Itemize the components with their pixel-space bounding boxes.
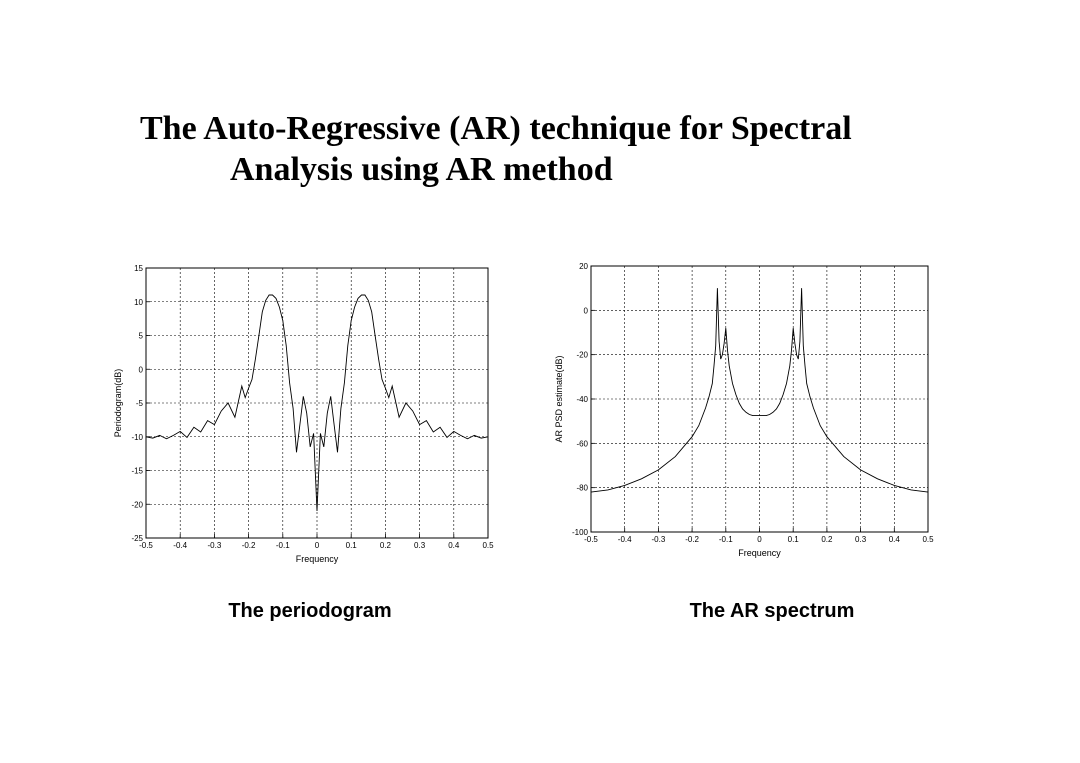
caption-ar-spectrum: The AR spectrum xyxy=(689,600,855,622)
periodogram-xlabel: Frequency xyxy=(296,554,339,564)
periodogram-xtick-label: -0.1 xyxy=(276,541,290,550)
periodogram-series-line xyxy=(145,294,489,512)
ar-spectrum-ytick-label: -60 xyxy=(576,439,588,448)
periodogram-xtick-label: 0.3 xyxy=(414,541,426,550)
periodogram-ytick-label: 15 xyxy=(134,264,143,273)
periodogram-xtick-label: -0.3 xyxy=(208,541,222,550)
ar-spectrum-ytick-label: -40 xyxy=(576,395,588,404)
periodogram-ytick-label: 5 xyxy=(139,332,144,341)
ar-spectrum-xtick-label: -0.3 xyxy=(652,535,666,544)
periodogram-xtick-label: 0.1 xyxy=(346,541,358,550)
ar-spectrum-xtick-label: 0.5 xyxy=(922,535,934,544)
title-line-2: Analysis using AR method xyxy=(230,151,613,188)
ar-spectrum-xtick-label: 0.2 xyxy=(821,535,833,544)
periodogram-ytick-label: 10 xyxy=(134,298,143,307)
periodogram-ytick-label: -15 xyxy=(131,467,143,476)
periodogram-xtick-label: 0 xyxy=(315,541,320,550)
periodogram-ytick-label: -20 xyxy=(131,500,143,509)
ar-spectrum-xtick-label: 0.1 xyxy=(788,535,800,544)
ar-spectrum-xtick-label: -0.1 xyxy=(719,535,733,544)
ar-spectrum-ytick-label: 20 xyxy=(579,262,588,271)
periodogram-xtick-label: -0.5 xyxy=(139,541,153,550)
ar-spectrum-ytick-label: -20 xyxy=(576,351,588,360)
periodogram-ytick-label: -25 xyxy=(131,534,143,543)
periodogram-axes-frame xyxy=(145,267,489,539)
ar-spectrum-ytick-label: -80 xyxy=(576,484,588,493)
ar-spectrum-series-line xyxy=(590,288,929,493)
ar-spectrum-xtick-label: 0 xyxy=(757,535,762,544)
periodogram-xtick-label: -0.2 xyxy=(242,541,256,550)
ar-spectrum-xtick-label: -0.5 xyxy=(584,535,598,544)
periodogram-xtick-label: 0.4 xyxy=(448,541,460,550)
ar-spectrum-xtick-label: -0.4 xyxy=(618,535,632,544)
ar-spectrum-axes-frame xyxy=(590,265,929,533)
caption-periodogram: The periodogram xyxy=(228,600,392,622)
ar-spectrum-xtick-label: 0.3 xyxy=(855,535,867,544)
ar-spectrum-xtick-label: 0.4 xyxy=(889,535,901,544)
periodogram-xtick-label: 0.5 xyxy=(482,541,494,550)
periodogram-ytick-label: -10 xyxy=(131,433,143,442)
periodogram-xtick-label: -0.4 xyxy=(173,541,187,550)
ar-spectrum-ytick-label: -100 xyxy=(572,528,589,537)
ar-spectrum-xlabel: Frequency xyxy=(738,548,781,558)
periodogram-ylabel: Periodogram(dB) xyxy=(113,369,123,438)
ar-spectrum-ylabel: AR PSD estimate(dB) xyxy=(554,355,564,442)
periodogram-ytick-label: 0 xyxy=(139,365,144,374)
ar-spectrum-xtick-label: -0.2 xyxy=(685,535,699,544)
periodogram-xtick-label: 0.2 xyxy=(380,541,392,550)
periodogram-ytick-label: -5 xyxy=(136,399,144,408)
title-line-1: The Auto-Regressive (AR) technique for S… xyxy=(140,110,852,147)
slide-title: The Auto-Regressive (AR) technique for S… xyxy=(140,108,1040,190)
ar-spectrum-ytick-label: 0 xyxy=(584,306,589,315)
